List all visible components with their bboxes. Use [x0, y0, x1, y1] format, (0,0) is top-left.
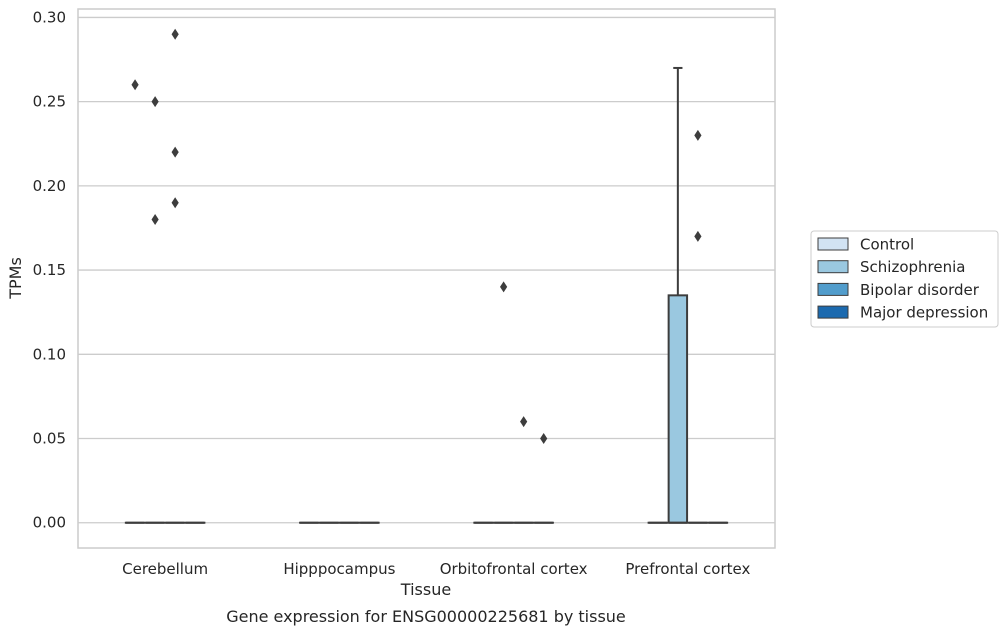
- legend: Control Schizophrenia Bipolar disorder Majo…: [810, 230, 999, 328]
- outlier-point: [151, 96, 159, 108]
- outlier-point: [171, 197, 179, 209]
- legend-swatch: [817, 260, 849, 274]
- x-tick-label: Hipppocampus: [283, 560, 395, 578]
- y-tick-label: 0.10: [33, 345, 66, 363]
- outlier-point: [540, 433, 548, 445]
- x-tick-label: Orbitofrontal cortex: [440, 560, 588, 578]
- legend-frame: [810, 230, 999, 328]
- outlier-point: [694, 129, 702, 141]
- box-plot-marks: [124, 28, 729, 524]
- y-axis-ticks: 0.00 0.05 0.10 0.15 0.20 0.25 0.30: [33, 8, 66, 531]
- legend-label: Major depression: [860, 304, 988, 322]
- plot-frame: [77, 8, 776, 549]
- box-group: [667, 66, 689, 524]
- y-tick-label: 0.15: [33, 261, 66, 279]
- x-axis-label: Tissue: [400, 580, 451, 599]
- y-tick-label: 0.05: [33, 430, 66, 448]
- box-group: [533, 433, 554, 524]
- y-tick-label: 0.25: [33, 93, 66, 111]
- y-tick-label: 0.00: [33, 514, 66, 532]
- box-group: [513, 416, 534, 524]
- legend-label: Control: [860, 236, 914, 254]
- grid-lines: [78, 16, 775, 524]
- box-group: [493, 281, 514, 524]
- outlier-point: [131, 79, 139, 91]
- outlier-point: [520, 416, 528, 428]
- y-tick-label: 0.20: [33, 177, 66, 195]
- legend-swatch: [817, 282, 849, 296]
- box: [667, 294, 689, 524]
- chart-caption: Gene expression for ENSG00000225681 by t…: [226, 607, 626, 626]
- outlier-point: [171, 146, 179, 158]
- box-group: [144, 96, 166, 524]
- box-group: [687, 129, 709, 524]
- x-tick-label: Prefrontal cortex: [625, 560, 750, 578]
- x-tick-label: Cerebellum: [122, 560, 208, 578]
- legend-swatch: [817, 305, 849, 319]
- box-group: [124, 79, 146, 524]
- outlier-point: [151, 214, 159, 226]
- outlier-point: [694, 230, 702, 242]
- box-group: [164, 28, 186, 524]
- y-axis-label: TPMs: [6, 257, 25, 300]
- legend-label: Schizophrenia: [860, 258, 965, 276]
- y-tick-label: 0.30: [33, 8, 66, 26]
- outlier-point: [500, 281, 508, 293]
- legend-swatch: [817, 237, 849, 251]
- x-axis-ticks: Cerebellum Hipppocampus Orbitofrontal cort…: [122, 560, 750, 578]
- legend-label: Bipolar disorder: [860, 281, 980, 299]
- outlier-point: [171, 28, 179, 40]
